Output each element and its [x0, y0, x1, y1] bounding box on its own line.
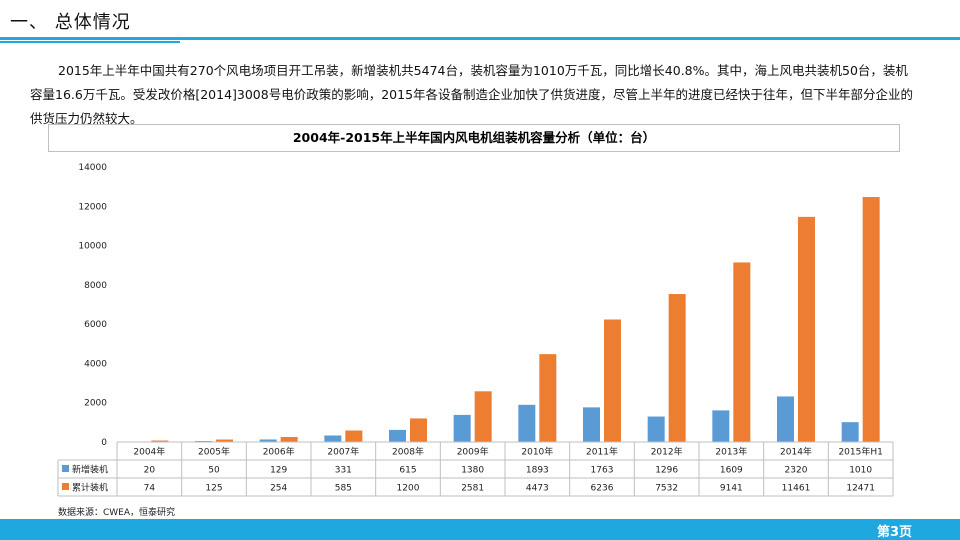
x-tick-label: 2004年: [133, 446, 165, 458]
bar-total: [668, 294, 686, 442]
y-tick-label: 4000: [84, 359, 107, 369]
y-tick-label: 12000: [78, 202, 107, 212]
x-tick-label: 2006年: [263, 446, 295, 458]
bar-new: [389, 429, 406, 442]
bar-new: [518, 404, 536, 442]
data-label: 1893: [526, 466, 549, 476]
y-tick-label: 6000: [84, 320, 107, 330]
data-label: 129: [270, 466, 287, 476]
data-source-note: 数据来源：CWEA，恒泰研究: [58, 508, 176, 518]
chart-title: 2004年-2015年上半年国内风电机组装机容量分析（单位：台）: [48, 124, 900, 152]
data-label: 254: [270, 484, 287, 494]
bar-new: [324, 435, 342, 442]
x-tick-label: 2009年: [457, 446, 489, 458]
x-tick-label: 2010年: [521, 446, 553, 458]
bar-new: [259, 439, 277, 442]
bar-new: [777, 396, 794, 442]
x-tick-label: 2012年: [651, 446, 683, 458]
bar-total: [151, 440, 169, 442]
data-label: 2581: [461, 484, 484, 494]
bar-new: [712, 410, 730, 442]
bar-total: [345, 430, 363, 442]
x-tick-label: 2008年: [392, 446, 424, 458]
data-label: 11461: [782, 484, 811, 494]
data-label: 1609: [720, 466, 743, 476]
footer-bar: [0, 519, 960, 540]
y-tick-label: 10000: [78, 242, 107, 252]
data-label: 2320: [785, 466, 808, 476]
data-label: 1200: [397, 484, 420, 494]
bar-total: [539, 354, 557, 442]
data-label: 331: [335, 466, 352, 476]
y-tick-label: 8000: [84, 281, 107, 291]
data-label: 1380: [461, 466, 484, 476]
data-label: 615: [399, 466, 416, 476]
data-label: 20: [144, 466, 156, 476]
x-tick-label: 2011年: [586, 446, 618, 458]
data-label: 1296: [655, 466, 678, 476]
data-label: 1010: [849, 466, 872, 476]
bar-total: [280, 437, 298, 442]
intro-paragraph: 2015年上半年中国共有270个风电场项目开工吊装，新增装机共5474台，装机容…: [30, 62, 914, 126]
x-tick-label: 2013年: [715, 446, 747, 458]
data-label: 9141: [720, 484, 743, 494]
bar-total: [862, 197, 880, 442]
x-tick-label: 2014年: [780, 446, 812, 458]
y-tick-label: 14000: [78, 163, 107, 173]
bar-total: [798, 216, 815, 442]
data-label: 4473: [526, 484, 549, 494]
page-number: 第3页: [876, 525, 912, 540]
data-label: 6236: [591, 484, 614, 494]
legend-label: 新增装机: [72, 464, 108, 476]
data-label: 125: [205, 484, 222, 494]
legend-swatch: [62, 483, 69, 490]
data-label: 7532: [655, 484, 678, 494]
legend-label: 累计装机: [72, 482, 108, 494]
x-tick-label: 2005年: [198, 446, 230, 458]
data-label: 585: [335, 484, 352, 494]
bar-new: [841, 422, 859, 442]
y-tick-label: 2000: [84, 399, 107, 409]
bar-total: [216, 439, 233, 442]
bar-new: [453, 414, 471, 442]
bar-total: [474, 391, 492, 442]
x-tick-label: 2015年H1: [838, 446, 882, 458]
legend-swatch: [62, 465, 69, 472]
y-tick-label: 0: [101, 438, 107, 448]
bar-total: [733, 262, 751, 442]
bar-new: [583, 407, 600, 442]
bar-total: [604, 319, 621, 442]
bar-total: [410, 418, 427, 442]
header-divider: [0, 37, 960, 43]
page-title: 一、 总体情况: [10, 12, 131, 33]
data-label: 74: [144, 484, 156, 494]
bar-new: [647, 416, 665, 442]
x-tick-label: 2007年: [327, 446, 359, 458]
data-label: 12471: [846, 484, 875, 494]
data-label: 50: [208, 466, 220, 476]
data-label: 1763: [591, 466, 614, 476]
